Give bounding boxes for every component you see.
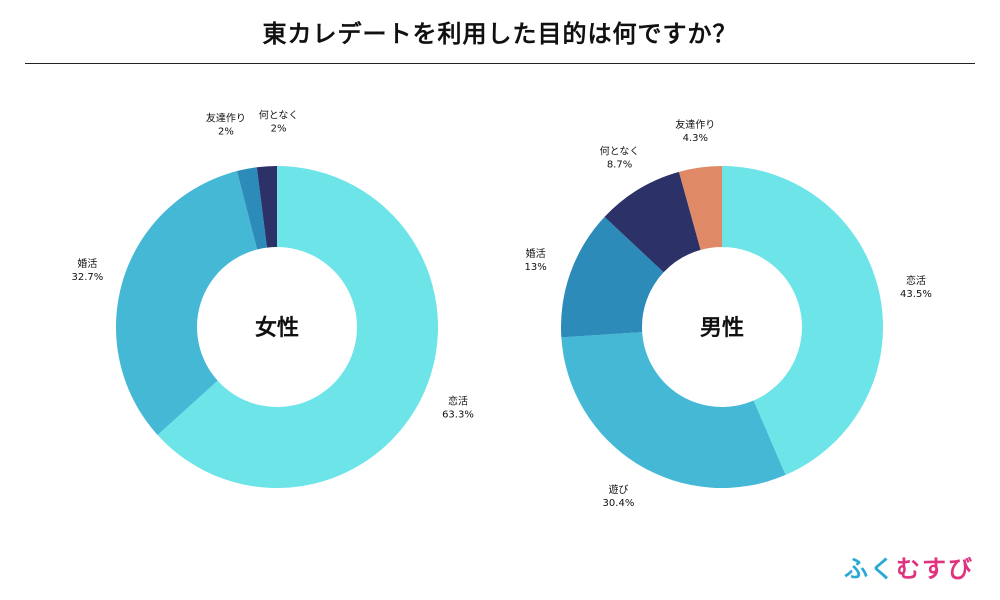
brand-char: ふ [844, 555, 870, 583]
slice-label-value: 43.5% [900, 289, 932, 300]
page-title: 東カレデートを利用した目的は何ですか？ [262, 20, 738, 48]
brand-logo: ふくむすび [844, 549, 974, 584]
donut-center-label: 女性 [255, 315, 299, 341]
slice-label-name: 遊び [608, 483, 628, 496]
donut-slice-恋活 [722, 166, 883, 475]
slice-label: 何となく 8.7% [600, 145, 640, 171]
slice-label: 友達作り 4.3% [675, 118, 715, 144]
brand-char: す [922, 555, 948, 583]
donut-slice-婚活 [116, 171, 258, 435]
donut-chart-male: 恋活 43.5% 遊び 30.4% 婚活 13% 何となく 8.7% 友達作り 4.3% 男性 [525, 118, 932, 509]
donut-chart-female: 恋活 63.3% 婚活 32.7% 友達作り 2% 何となく 2% 女性 [72, 108, 474, 489]
slice-label-name: 何となく [600, 145, 640, 158]
slice-label-value: 13% [525, 262, 547, 273]
slice-label: 遊び 30.4% [603, 483, 635, 509]
donut-slice-婚活 [561, 216, 664, 338]
slice-label-name: 恋活 [448, 394, 468, 407]
slice-label-name: 婚活 [526, 247, 546, 260]
slice-label-name: 友達作り [206, 112, 246, 125]
slice-label-value: 32.7% [72, 272, 104, 283]
slice-label-value: 2% [271, 123, 287, 134]
donut-slice-遊び [561, 332, 786, 488]
brand-char: く [870, 555, 896, 583]
donut-slice-友達作り [236, 167, 267, 250]
slice-label-name: 何となく [259, 108, 299, 121]
slice-label: 何となく 2% [259, 108, 299, 134]
donut-slice-何となく [256, 166, 277, 248]
donut-slice-恋活 [157, 166, 439, 489]
title-divider [25, 63, 975, 64]
slice-label: 恋活 63.3% [442, 394, 474, 420]
donut-slice-友達作り [678, 166, 722, 250]
donut-center-label: 男性 [700, 316, 744, 341]
donut-slice-何となく [604, 171, 701, 273]
slice-label: 友達作り 2% [206, 112, 246, 138]
brand-char: び [948, 555, 974, 583]
slice-label-value: 2% [218, 127, 234, 138]
slice-label-value: 8.7% [607, 160, 632, 171]
brand-char: む [896, 555, 922, 583]
slice-label-value: 4.3% [683, 133, 708, 144]
slice-label-name: 恋活 [906, 274, 926, 287]
slice-label: 婚活 13% [525, 247, 547, 273]
slice-label-value: 30.4% [603, 498, 635, 509]
slice-label-value: 63.3% [442, 409, 474, 420]
slice-label: 婚活 32.7% [72, 257, 104, 283]
slice-label: 恋活 43.5% [900, 274, 932, 300]
slice-label-name: 友達作り [675, 118, 715, 131]
slice-label-name: 婚活 [77, 257, 97, 270]
